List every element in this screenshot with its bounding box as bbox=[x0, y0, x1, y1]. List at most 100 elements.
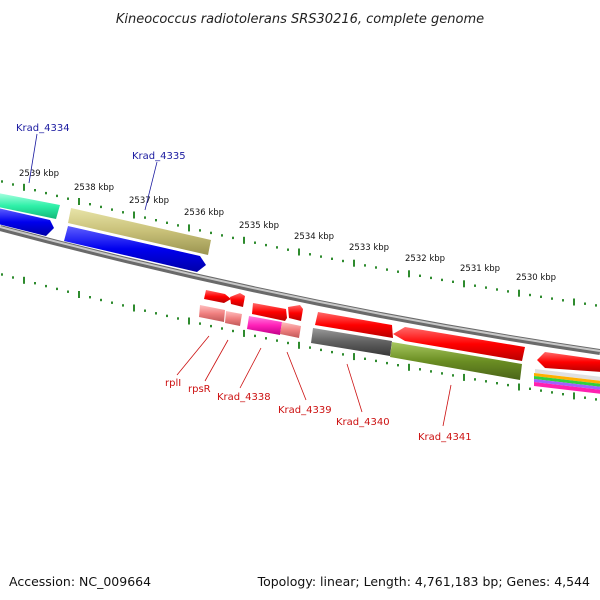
gene-krad-4339-strip[interactable] bbox=[280, 322, 301, 338]
lower-minor-tick bbox=[551, 391, 553, 394]
lower-minor-tick bbox=[265, 337, 267, 340]
lower-gene-callouts: rplI rpsR Krad_4338 Krad_4339 Krad_4340 … bbox=[165, 335, 472, 443]
upper-tick-row bbox=[1, 180, 597, 307]
lower-major-tick bbox=[463, 373, 465, 381]
lower-strand-genes bbox=[199, 290, 600, 394]
lower-minor-tick bbox=[584, 396, 586, 399]
kbp-label-2536: 2536 kbp bbox=[184, 208, 224, 218]
lower-minor-tick bbox=[507, 383, 509, 387]
upper-minor-tick bbox=[540, 295, 542, 298]
lower-major-tick bbox=[23, 276, 25, 284]
upper-minor-tick bbox=[386, 268, 388, 271]
upper-minor-tick bbox=[419, 274, 421, 277]
upper-gene-callouts: Krad_4334 Krad_4335 bbox=[16, 123, 186, 211]
lower-major-tick bbox=[78, 291, 80, 298]
lower-minor-tick bbox=[122, 304, 124, 307]
upper-major-tick bbox=[518, 289, 520, 297]
label-krad-4340[interactable]: Krad_4340 bbox=[336, 417, 390, 428]
lower-major-tick bbox=[408, 363, 410, 371]
lower-minor-tick bbox=[166, 314, 168, 318]
upper-minor-tick bbox=[287, 248, 289, 251]
genome-backbone bbox=[0, 225, 600, 355]
accession-text: Accession: NC_009664 bbox=[9, 574, 151, 589]
kbp-label-2530: 2530 kbp bbox=[516, 273, 556, 283]
label-rpsr[interactable]: rpsR bbox=[188, 384, 211, 395]
upper-minor-tick bbox=[56, 194, 58, 198]
upper-major-tick bbox=[298, 248, 300, 256]
lower-major-tick bbox=[353, 353, 355, 361]
gene-krad-4340-strip[interactable] bbox=[311, 328, 392, 356]
gene-right-red-feature[interactable] bbox=[537, 352, 600, 372]
upper-major-tick bbox=[573, 298, 575, 306]
upper-major-tick bbox=[408, 270, 410, 278]
gene-krad-4338-strip[interactable] bbox=[247, 316, 282, 335]
label-krad-4341[interactable]: Krad_4341 bbox=[418, 432, 472, 443]
upper-major-tick bbox=[353, 259, 355, 267]
lower-minor-tick bbox=[419, 368, 421, 371]
label-krad-4335[interactable]: Krad_4335 bbox=[132, 151, 186, 162]
lower-minor-tick bbox=[111, 301, 113, 304]
upper-minor-tick bbox=[34, 189, 36, 192]
gene-krad-4335-feature[interactable] bbox=[68, 208, 211, 255]
upper-minor-tick bbox=[45, 191, 47, 195]
upper-minor-tick bbox=[100, 205, 102, 209]
upper-major-tick bbox=[188, 224, 190, 232]
lower-minor-tick bbox=[430, 370, 432, 373]
lower-major-tick bbox=[518, 383, 520, 391]
label-rpll[interactable]: rplI bbox=[165, 378, 181, 389]
lower-minor-tick bbox=[177, 317, 179, 320]
upper-minor-tick bbox=[254, 241, 256, 244]
gene-blue-middle-feature[interactable] bbox=[64, 226, 206, 272]
upper-minor-tick bbox=[485, 286, 487, 289]
gene-rpll-feature[interactable] bbox=[204, 290, 231, 303]
upper-minor-tick bbox=[89, 203, 91, 206]
gene-krad-4338-feature[interactable] bbox=[252, 303, 287, 321]
gene-krad-4340-feature[interactable] bbox=[315, 312, 393, 338]
lower-minor-tick bbox=[452, 374, 454, 377]
label-krad-4339[interactable]: Krad_4339 bbox=[278, 405, 332, 416]
upper-minor-tick bbox=[199, 229, 201, 232]
upper-minor-tick bbox=[210, 231, 212, 235]
lower-minor-tick bbox=[474, 378, 476, 381]
gene-krad-4341-strip[interactable] bbox=[390, 342, 522, 380]
lower-major-tick bbox=[188, 317, 190, 325]
kbp-label-2534: 2534 kbp bbox=[294, 232, 334, 242]
upper-minor-tick bbox=[430, 276, 432, 280]
gene-krad-4334-feature[interactable] bbox=[0, 193, 60, 219]
upper-minor-tick bbox=[441, 278, 443, 282]
lower-minor-tick bbox=[485, 380, 487, 383]
label-krad-4334[interactable]: Krad_4334 bbox=[16, 123, 70, 134]
lower-minor-tick bbox=[320, 348, 322, 352]
upper-minor-tick bbox=[375, 266, 377, 269]
lower-minor-tick bbox=[540, 389, 542, 392]
lower-major-tick bbox=[133, 304, 135, 312]
upper-minor-tick bbox=[595, 304, 597, 307]
lower-minor-tick bbox=[232, 329, 234, 333]
lower-minor-tick bbox=[221, 327, 223, 330]
gene-rpll-strip[interactable] bbox=[199, 305, 225, 322]
lower-tick-row bbox=[1, 273, 597, 401]
gene-right-striped-features[interactable] bbox=[534, 369, 600, 394]
kbp-label-2538: 2538 kbp bbox=[74, 183, 114, 193]
lower-minor-tick bbox=[386, 361, 388, 365]
lower-minor-tick bbox=[397, 364, 399, 367]
gene-krad-4339-feature[interactable] bbox=[288, 305, 303, 321]
lower-minor-tick bbox=[529, 387, 531, 390]
upper-strand-genes bbox=[0, 193, 211, 272]
upper-minor-tick bbox=[320, 255, 322, 258]
upper-minor-tick bbox=[507, 290, 509, 293]
lower-minor-tick bbox=[56, 287, 58, 291]
upper-minor-tick bbox=[276, 246, 278, 249]
gene-krad-4341-feature[interactable] bbox=[393, 327, 525, 361]
gene-rpsr-strip[interactable] bbox=[225, 311, 242, 326]
upper-minor-tick bbox=[122, 211, 124, 214]
label-krad-4338[interactable]: Krad_4338 bbox=[217, 392, 271, 403]
gene-blue-left-feature[interactable] bbox=[0, 208, 54, 236]
upper-minor-tick bbox=[452, 280, 454, 283]
upper-minor-tick bbox=[584, 302, 586, 305]
kbp-label-2531: 2531 kbp bbox=[460, 264, 500, 274]
lower-minor-tick bbox=[155, 312, 157, 315]
kbp-label-2533: 2533 kbp bbox=[349, 243, 389, 253]
gene-rpsr-feature[interactable] bbox=[230, 293, 245, 307]
